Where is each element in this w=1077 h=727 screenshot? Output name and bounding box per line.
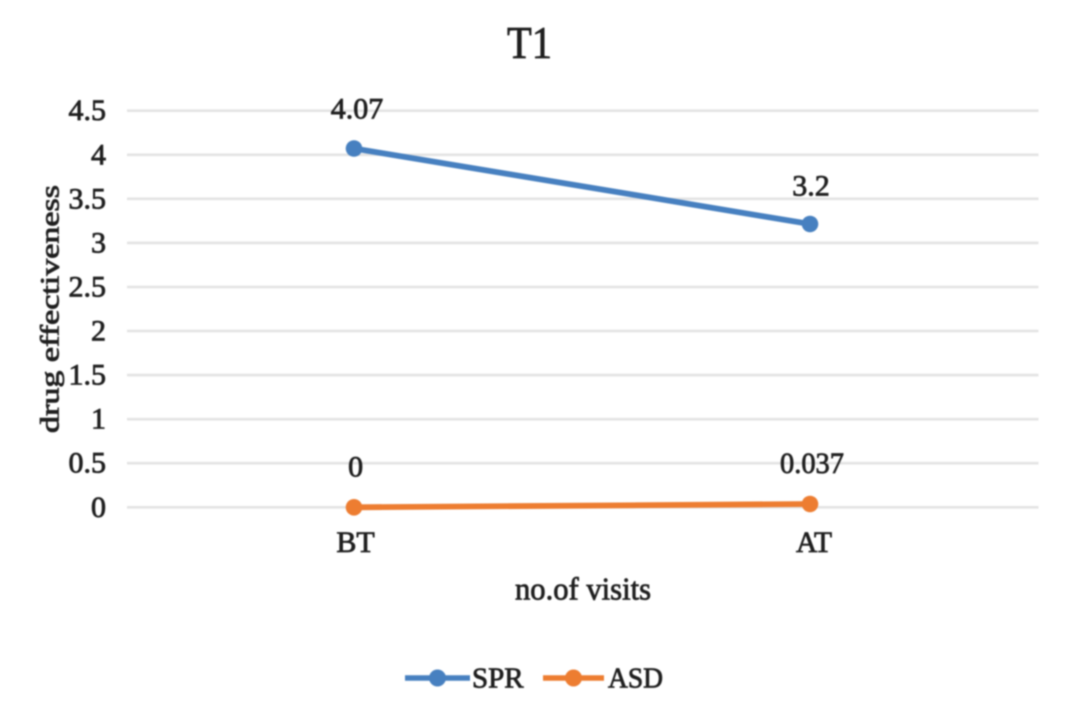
svg-text:0.037: 0.037 xyxy=(780,447,844,480)
svg-text:3.5: 3.5 xyxy=(69,182,107,215)
svg-text:1: 1 xyxy=(91,403,106,436)
svg-text:4.5: 4.5 xyxy=(69,94,107,127)
svg-text:BT: BT xyxy=(336,526,374,559)
svg-text:2.5: 2.5 xyxy=(69,271,107,304)
svg-text:4: 4 xyxy=(91,138,106,171)
svg-text:3: 3 xyxy=(91,226,106,259)
svg-text:AT: AT xyxy=(796,526,832,559)
svg-text:0: 0 xyxy=(91,491,106,524)
svg-text:1.5: 1.5 xyxy=(69,359,107,392)
svg-text:2: 2 xyxy=(91,315,106,348)
svg-text:no.of visits: no.of visits xyxy=(515,571,651,607)
svg-text:0: 0 xyxy=(348,451,363,484)
svg-text:T1: T1 xyxy=(507,17,552,68)
svg-text:0.5: 0.5 xyxy=(69,447,107,480)
svg-text:3.2: 3.2 xyxy=(792,170,830,203)
svg-text:SPR: SPR xyxy=(472,663,524,695)
svg-text:4.07: 4.07 xyxy=(331,93,384,126)
svg-text:drug effectiveness: drug effectiveness xyxy=(36,185,65,433)
svg-text:ASD: ASD xyxy=(608,663,663,695)
